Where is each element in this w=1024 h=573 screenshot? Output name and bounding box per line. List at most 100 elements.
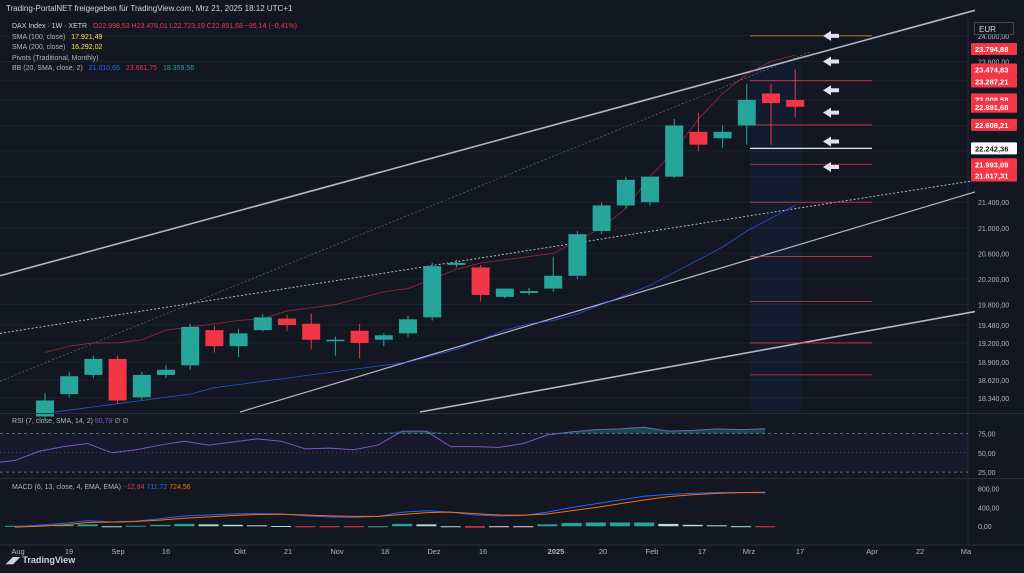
y-tick-label: 20.200,00 bbox=[978, 277, 1009, 284]
level-arrow-icon bbox=[823, 136, 839, 147]
rsi-legend[interactable]: RSI (7, close, SMA, 14, 2) 80,78 ∅ ∅ bbox=[12, 417, 129, 425]
candle-body bbox=[350, 330, 369, 343]
candle-body bbox=[302, 323, 321, 340]
candle-body bbox=[423, 266, 442, 318]
macd-histogram-bar bbox=[53, 524, 74, 527]
x-tick-label: Aug bbox=[11, 547, 24, 556]
bb-lower: 18.359,56 bbox=[162, 65, 195, 72]
price-tag-box bbox=[971, 75, 1017, 88]
y-tick-label: 19.480,00 bbox=[978, 323, 1009, 330]
candle-body bbox=[132, 374, 151, 398]
y-tick-label: 19.200,00 bbox=[978, 341, 1009, 348]
macd-tick-label: 800,00 bbox=[978, 487, 1000, 494]
sma100-value: 17.921,49 bbox=[71, 33, 103, 41]
y-tick-label: 23.600,00 bbox=[978, 59, 1009, 66]
macd-histogram-bar bbox=[755, 526, 776, 528]
sma200-row[interactable]: SMA (200, close) 16.292,02 bbox=[12, 43, 297, 54]
macd-legend[interactable]: MACD (6, 13, close, 4, EMA, EMA) −12,84 … bbox=[12, 484, 191, 491]
pivots-row[interactable]: Pivots (Traditional, Monthly) bbox=[12, 54, 297, 65]
bb-lower-line bbox=[44, 205, 796, 414]
y-tick-label: 18.340,00 bbox=[978, 396, 1009, 403]
macd-value: 711,72 bbox=[146, 484, 168, 491]
candle-body bbox=[471, 267, 490, 295]
candle-body bbox=[229, 333, 248, 347]
x-tick-label: 20 bbox=[599, 547, 607, 556]
rsi-extra: ∅ ∅ bbox=[114, 418, 129, 425]
x-tick-label: 19 bbox=[65, 547, 73, 556]
currency-selector[interactable]: EUR bbox=[974, 22, 1014, 35]
x-tick-label: Nov bbox=[330, 547, 344, 556]
x-tick-label: Ma bbox=[961, 547, 972, 556]
macd-histogram-bar bbox=[392, 523, 413, 527]
x-tick-label: Mrz bbox=[743, 547, 756, 556]
x-tick-label: 17 bbox=[796, 547, 804, 556]
symbol-row[interactable]: DAX Index · 1W · XETR O22.998,53 H23.476… bbox=[12, 22, 297, 33]
candle-body bbox=[326, 339, 345, 342]
sma200-value: 16.292,02 bbox=[71, 44, 103, 51]
trend-channel-line bbox=[0, 51, 811, 382]
x-tick-label: Feb bbox=[646, 547, 659, 556]
price-tag: 21.817,31 bbox=[971, 169, 1017, 182]
candle-body bbox=[205, 330, 224, 347]
candle-body bbox=[181, 326, 200, 366]
trend-channel-line bbox=[0, 9, 976, 277]
y-tick-label: 20.600,00 bbox=[978, 251, 1009, 258]
bb-basis: 21.010,65 bbox=[88, 65, 120, 72]
candle-body bbox=[447, 262, 466, 265]
macd-pane-separator[interactable] bbox=[0, 478, 1024, 479]
rsi-overbought-fill bbox=[0, 427, 766, 434]
macd-label: MACD (6, 13, close, 4, EMA, EMA) bbox=[12, 484, 121, 491]
rsi-tick-label: 25,00 bbox=[978, 470, 996, 477]
rsi-label: RSI (7, close, SMA, 14, 2) bbox=[12, 418, 93, 425]
rsi-tick-label: 75,00 bbox=[978, 431, 996, 438]
price-tag: 23.474,83 bbox=[971, 63, 1017, 76]
price-tag-label: 23.287,21 bbox=[975, 77, 1008, 86]
macd-tick-label: 400,00 bbox=[978, 505, 1000, 512]
candle-body bbox=[665, 125, 684, 177]
sma100-row[interactable]: SMA (100, close) 17.921,49 bbox=[12, 33, 297, 44]
x-tick-label: 21 bbox=[284, 547, 292, 556]
x-tick-label: Okt bbox=[234, 547, 247, 556]
macd-histogram-bar bbox=[731, 526, 751, 528]
price-tag-box bbox=[971, 158, 1017, 171]
candle-body bbox=[713, 131, 732, 139]
tradingview-brand[interactable]: ◢◤ TradingView bbox=[6, 555, 75, 566]
level-arrow-icon bbox=[823, 85, 839, 96]
macd-signal-line bbox=[14, 491, 766, 528]
candle-body bbox=[641, 176, 659, 203]
level-arrow-icon bbox=[823, 56, 839, 67]
candle-body bbox=[762, 93, 780, 104]
rsi-value: 80,78 bbox=[94, 418, 113, 425]
macd-histogram-bar bbox=[271, 526, 292, 528]
symbol-label: DAX Index · 1W · XETR bbox=[12, 23, 88, 30]
macd-tick-label: 0,00 bbox=[978, 524, 992, 531]
price-tag-box bbox=[971, 63, 1017, 76]
macd-histogram-bar bbox=[464, 526, 485, 528]
macd-histogram-bar bbox=[658, 523, 679, 527]
macd-histogram-bar bbox=[706, 525, 727, 527]
rsi-pane-separator[interactable] bbox=[0, 413, 1024, 414]
price-tag-label: 23.008,58 bbox=[975, 95, 1008, 104]
price-tag-label: 22.891,68 bbox=[975, 103, 1008, 112]
price-tag-label: 22.242,36 bbox=[975, 144, 1008, 153]
pivots-label: Pivots (Traditional, Monthly) bbox=[12, 54, 99, 62]
level-arrow-icon bbox=[823, 162, 839, 173]
macd-histogram-bar bbox=[416, 524, 437, 527]
price-tag-label: 21.993,09 bbox=[975, 160, 1008, 169]
macd-histogram-bar bbox=[537, 524, 558, 527]
candle-body bbox=[374, 335, 393, 340]
price-tag-box bbox=[971, 142, 1017, 155]
macd-histogram-bar bbox=[150, 524, 171, 527]
candle-body bbox=[253, 317, 272, 331]
macd-histogram-bar bbox=[610, 522, 630, 527]
main-legend: DAX Index · 1W · XETR O22.998,53 H23.476… bbox=[12, 22, 297, 75]
level-arrow-icon bbox=[823, 107, 839, 118]
price-tag-box bbox=[971, 118, 1017, 131]
price-tag: 22.242,36 bbox=[971, 142, 1017, 155]
macd-histogram-bar bbox=[222, 524, 243, 527]
macd-histogram-bar bbox=[585, 522, 606, 527]
bb-row[interactable]: BB (20, SMA, close, 2) 21.010,65 23.661,… bbox=[12, 64, 297, 75]
x-tick-label: 18 bbox=[381, 547, 389, 556]
candle-body bbox=[689, 131, 708, 145]
